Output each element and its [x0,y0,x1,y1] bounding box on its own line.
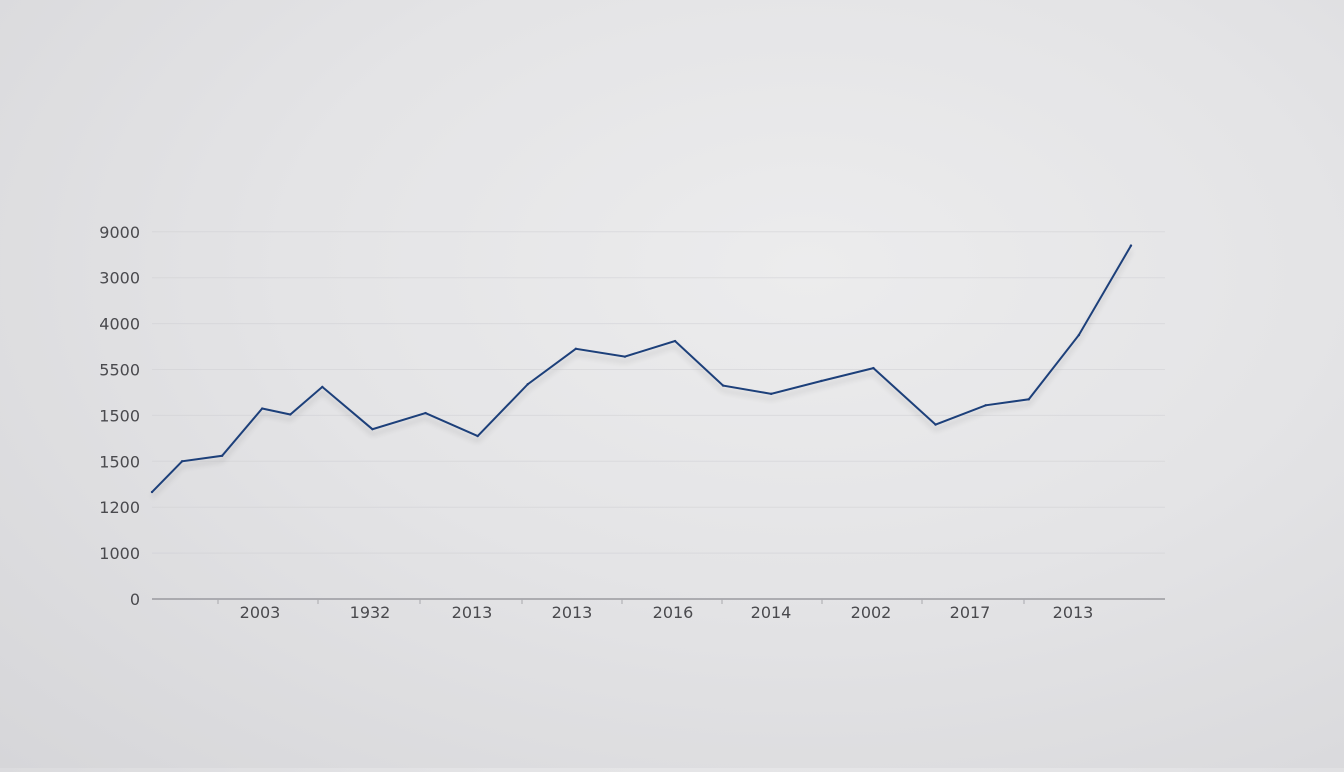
y-tick-label: 9000 [99,223,140,242]
x-tick-label: 2017 [950,603,991,622]
data-point [721,384,725,387]
data-point [770,392,773,396]
data-point [820,379,823,383]
x-tick-label: 2013 [552,603,593,622]
y-axis-tick-labels: 0 1000 1200 1500 1500 5500 4000 3000 9000 [99,223,140,609]
x-tick-label: 2014 [751,603,792,622]
data-point [984,404,987,407]
x-tick-label: 2013 [452,603,493,622]
x-tick-label: 2002 [851,603,892,622]
data-point [1027,398,1030,401]
y-tick-label: 1000 [99,544,140,563]
series-line-0 [151,245,1132,493]
y-tick-label: 3000 [99,269,140,288]
series-layer [150,244,1133,494]
data-point [1077,333,1081,337]
data-point [673,339,677,343]
data-point [261,407,264,410]
data-point [180,460,184,463]
data-point [934,423,937,426]
data-point [424,411,427,415]
data-point [371,427,374,431]
x-tick-label: 1932 [350,603,391,622]
y-tick-label: 4000 [99,315,140,334]
axes [152,598,1165,604]
data-point [526,382,529,386]
data-point [476,434,479,438]
x-tick-label: 2003 [240,603,281,622]
data-point [574,347,578,351]
y-tick-label: 0 [130,590,140,609]
data-point [220,454,224,457]
y-tick-label: 5500 [99,361,140,380]
data-point [1129,244,1133,247]
x-tick-label: 2016 [653,603,694,622]
data-point [289,413,292,416]
x-tick-label: 2013 [1053,603,1094,622]
data-point [623,355,627,358]
x-axis-tick-labels: 2003 1932 2013 2013 2016 2014 2002 2017 2013 [240,603,1094,622]
y-tick-label: 1500 [99,452,140,471]
grid-lines [152,231,1165,554]
data-point [321,385,324,389]
data-point [872,366,875,370]
y-tick-label: 1200 [99,498,140,517]
data-point [150,490,154,494]
y-tick-label: 1500 [99,406,140,425]
